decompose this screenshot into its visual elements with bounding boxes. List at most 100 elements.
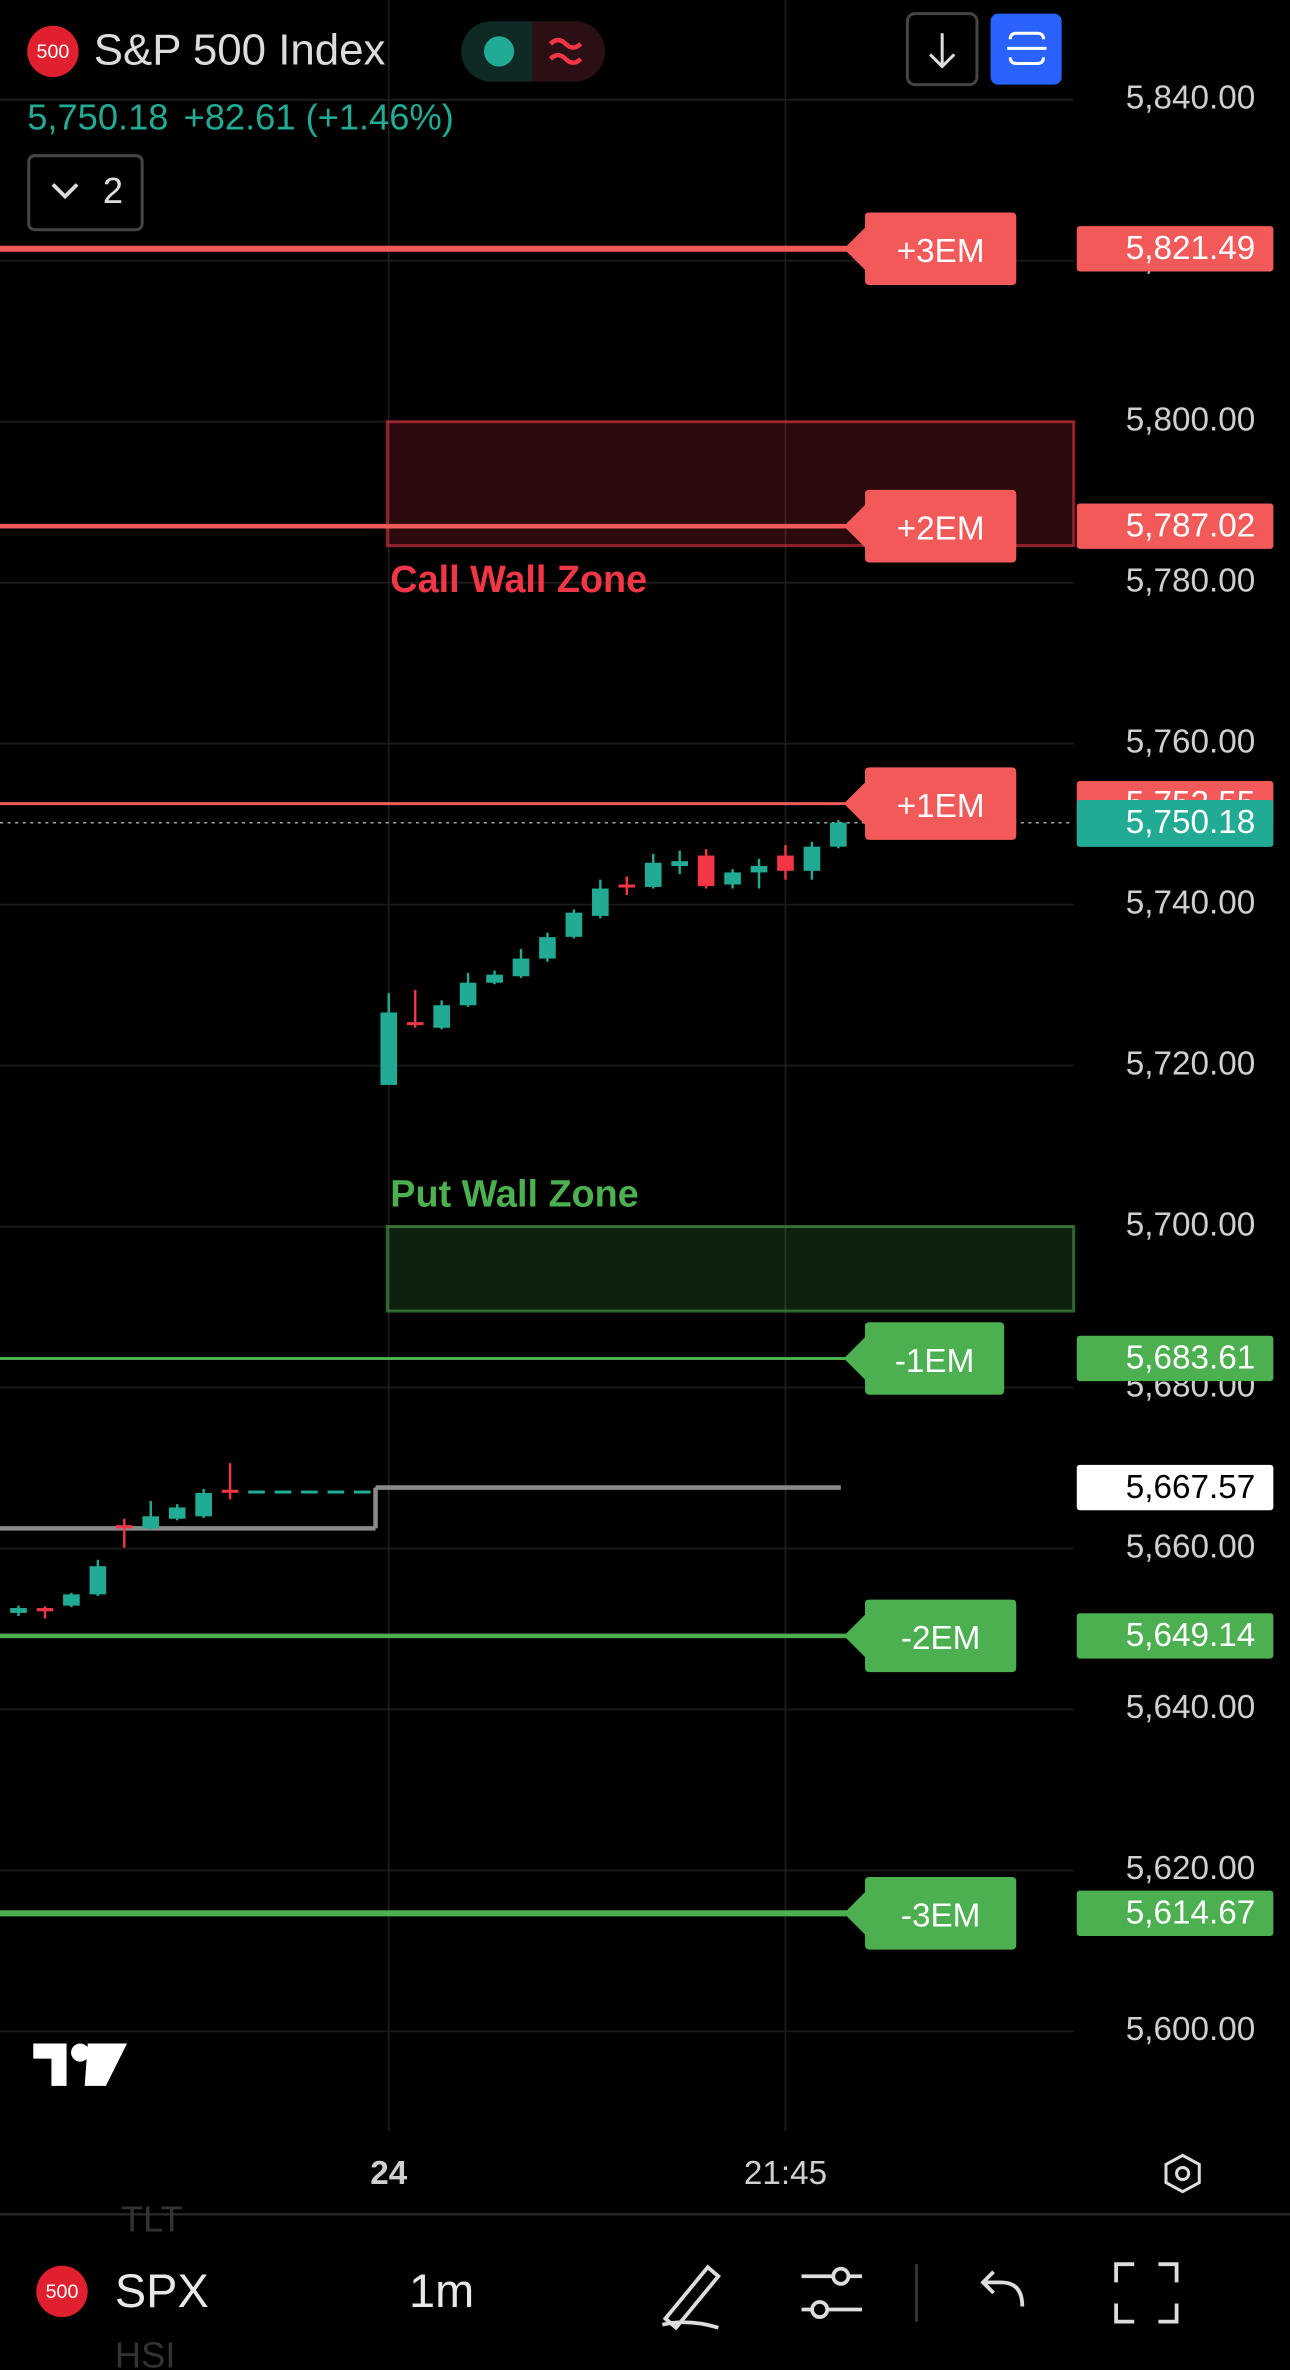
- symbol-name[interactable]: S&P 500 Index: [94, 25, 386, 74]
- candle-body: [142, 1516, 160, 1529]
- quote: 5,750.18 +82.61 (+1.46%): [27, 96, 454, 137]
- last-price: 5,750.18: [27, 96, 168, 137]
- y-tick-label: 5,780.00: [1126, 562, 1255, 599]
- symbol-badge[interactable]: [36, 2265, 88, 2318]
- y-tick-label: 5,760.00: [1126, 723, 1255, 760]
- candle-body: [36, 1608, 54, 1612]
- fullscreen-icon[interactable]: [1114, 2262, 1179, 2324]
- level-price-tag: [1076, 1890, 1274, 1936]
- candle-body: [354, 1490, 371, 1494]
- level-tag: [843, 767, 1017, 840]
- level-tag: [843, 1877, 1017, 1950]
- candle-body: [89, 1566, 107, 1595]
- candle-body: [195, 1492, 212, 1517]
- toggle-wave: [548, 37, 583, 65]
- candle-body: [221, 1489, 239, 1493]
- candle-body: [274, 1490, 292, 1494]
- chevron: [51, 183, 79, 200]
- level-name: -2EM: [901, 1620, 980, 1657]
- y-tick-label: 5,720.00: [1126, 1045, 1255, 1082]
- level-price: 5,787.02: [1126, 507, 1255, 544]
- candle-body: [724, 872, 741, 885]
- level-name: +1EM: [897, 788, 985, 825]
- level-price: 5,614.67: [1126, 1895, 1255, 1932]
- candle-body: [830, 822, 847, 847]
- candle-body: [803, 846, 821, 871]
- slider-knob: [831, 2266, 851, 2286]
- candle-body: [459, 982, 477, 1006]
- symbol[interactable]: SPX: [115, 2265, 209, 2317]
- previous-close-tag: [1076, 1464, 1274, 1511]
- badge-text: 500: [46, 2281, 79, 2303]
- layout-icon: [1007, 31, 1047, 65]
- change: +82.61 (+1.46%): [184, 96, 454, 137]
- candle-body: [380, 1012, 398, 1085]
- level-name: +3EM: [897, 233, 985, 270]
- hidden-symbol: HSI: [115, 2334, 175, 2370]
- level-name: -3EM: [901, 1898, 980, 1935]
- y-tick-label: 5,640.00: [1126, 1689, 1255, 1726]
- undo-icon[interactable]: [980, 2270, 1025, 2307]
- candle-body: [777, 855, 794, 871]
- candle-body: [10, 1608, 27, 1613]
- zone: [385, 1225, 1076, 1313]
- indicators-toggle[interactable]: [27, 154, 144, 232]
- candle-body: [406, 1022, 424, 1026]
- level-price-tag: [1076, 1613, 1274, 1659]
- y-tick-label: 5,660.00: [1126, 1528, 1255, 1565]
- download-icon: [929, 33, 956, 69]
- settings-icon[interactable]: [1164, 2153, 1201, 2194]
- zone-label: Call Wall Zone: [390, 559, 647, 601]
- tv-logo[interactable]: [33, 2043, 128, 2086]
- last-price-label: 5,750.18: [1126, 804, 1255, 841]
- level-name: +2EM: [897, 511, 985, 548]
- last-price-tag: [1076, 800, 1274, 847]
- candle-body: [115, 1525, 133, 1529]
- x-tick-label: 21:45: [744, 2155, 827, 2192]
- level-tag: [843, 1599, 1017, 1673]
- tv-logo-dot: [71, 2043, 90, 2062]
- candle-body: [248, 1490, 265, 1494]
- candle-body: [327, 1490, 345, 1494]
- y-tick-label: 5,700.00: [1126, 1206, 1255, 1243]
- badge-text: 500: [37, 41, 70, 63]
- level-price: 5,649.14: [1126, 1617, 1255, 1654]
- level-price-tag: [1076, 503, 1274, 549]
- slider-knob: [810, 2300, 830, 2319]
- candle-body: [486, 974, 503, 983]
- previous-close-price: 5,667.57: [1126, 1469, 1255, 1506]
- y-tick-label: 5,600.00: [1126, 2011, 1255, 2048]
- candle-body: [671, 861, 689, 866]
- draw-icon[interactable]: [661, 2264, 721, 2331]
- candle-body: [592, 888, 609, 916]
- interval[interactable]: 1m: [409, 2265, 474, 2317]
- candle-body: [618, 884, 636, 888]
- level-price: 5,821.49: [1126, 230, 1255, 267]
- candle-body: [644, 862, 662, 887]
- candle-body: [539, 937, 556, 959]
- symbol-badge[interactable]: [27, 25, 79, 78]
- level-price-tag: [1076, 1335, 1274, 1382]
- plot-area: [0, 0, 1076, 2132]
- y-tick-label: 5,800.00: [1126, 402, 1255, 439]
- y-tick-label: 5,840.00: [1126, 80, 1255, 117]
- candle-body: [697, 855, 715, 887]
- toggle-dot: [483, 36, 515, 67]
- candle-body: [168, 1507, 186, 1519]
- indicator-count: 2: [103, 170, 123, 211]
- level-tag: [843, 212, 1017, 286]
- hidden-symbol: TLT: [121, 2198, 183, 2239]
- level-price: 5,683.61: [1126, 1340, 1255, 1377]
- y-tick-label: 5,620.00: [1126, 1850, 1255, 1887]
- candle-body: [512, 958, 530, 977]
- candle-body: [750, 865, 768, 873]
- candle-body: [565, 912, 583, 937]
- toggle-right: [532, 21, 605, 82]
- level-price-tag: [1076, 226, 1274, 272]
- candle-body: [301, 1490, 318, 1494]
- level-tag: [843, 1322, 1005, 1395]
- candle-body: [433, 1005, 450, 1028]
